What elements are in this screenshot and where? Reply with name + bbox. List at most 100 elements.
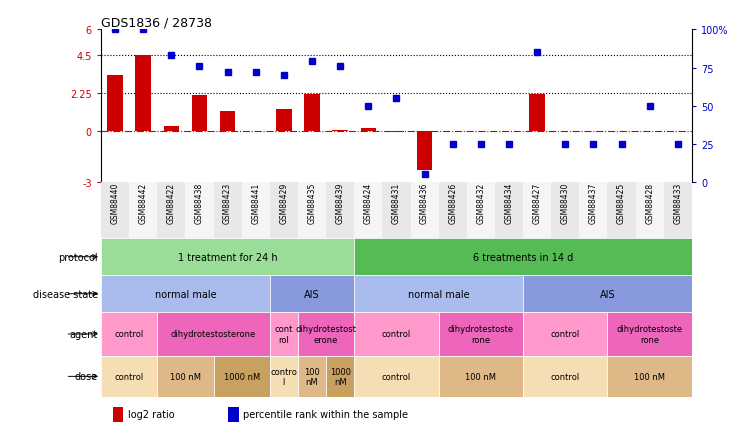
Bar [530, 95, 545, 132]
Bar [113, 407, 123, 422]
Text: GSM88435: GSM88435 [307, 182, 316, 224]
Bar [186, 182, 213, 239]
Text: GSM88432: GSM88432 [476, 182, 485, 224]
Bar [523, 356, 607, 397]
Text: GSM88441: GSM88441 [251, 182, 260, 224]
Bar [495, 182, 523, 239]
Text: GSM88430: GSM88430 [561, 182, 570, 224]
Text: GSM88434: GSM88434 [504, 182, 513, 224]
Bar [101, 239, 355, 276]
Text: contro
l: contro l [271, 367, 297, 386]
Text: GSM88433: GSM88433 [673, 182, 682, 224]
Text: AIS: AIS [600, 289, 616, 299]
Text: control: control [114, 372, 144, 381]
Bar [298, 356, 326, 397]
Bar [411, 182, 438, 239]
Bar [355, 239, 692, 276]
Bar [438, 182, 467, 239]
Bar [355, 182, 382, 239]
Bar [382, 182, 411, 239]
Bar [326, 182, 355, 239]
Bar [304, 95, 319, 132]
Text: GDS1836 / 28738: GDS1836 / 28738 [101, 16, 212, 29]
Text: control: control [381, 372, 411, 381]
Text: normal male: normal male [155, 289, 216, 299]
Bar [361, 129, 376, 132]
Bar [270, 356, 298, 397]
Text: 100 nM: 100 nM [170, 372, 201, 381]
Bar [417, 132, 432, 171]
Text: 1000
nM: 1000 nM [330, 367, 351, 386]
Text: GSM88437: GSM88437 [589, 182, 598, 224]
Text: disease state: disease state [33, 289, 98, 299]
Text: control: control [381, 330, 411, 339]
Text: control: control [551, 330, 580, 339]
Text: GSM88424: GSM88424 [364, 182, 373, 224]
Bar [129, 182, 157, 239]
Bar [220, 112, 236, 132]
Bar [298, 182, 326, 239]
Text: GSM88440: GSM88440 [111, 182, 120, 224]
Bar [270, 276, 355, 312]
Bar [101, 312, 157, 356]
Text: 1 treatment for 24 h: 1 treatment for 24 h [178, 252, 278, 262]
Text: cont
rol: cont rol [275, 325, 293, 344]
Bar [607, 312, 692, 356]
Text: GSM88438: GSM88438 [195, 182, 204, 224]
Bar [326, 356, 355, 397]
Text: GSM88427: GSM88427 [533, 182, 542, 224]
Bar [580, 182, 607, 239]
Text: GSM88442: GSM88442 [138, 182, 147, 224]
Bar [276, 110, 292, 132]
Text: log2 ratio: log2 ratio [128, 410, 174, 419]
Bar [101, 182, 129, 239]
Text: GSM88426: GSM88426 [448, 182, 457, 224]
Bar [636, 182, 663, 239]
Bar [523, 182, 551, 239]
Bar [157, 312, 270, 356]
Bar [164, 127, 179, 132]
Bar [332, 131, 348, 132]
Bar [270, 312, 298, 356]
Text: GSM88439: GSM88439 [336, 182, 345, 224]
Bar [107, 76, 123, 132]
Text: GSM88431: GSM88431 [392, 182, 401, 224]
Bar [438, 356, 523, 397]
Text: GSM88425: GSM88425 [617, 182, 626, 224]
Text: 1000 nM: 1000 nM [224, 372, 260, 381]
Text: GSM88429: GSM88429 [280, 182, 289, 224]
Bar [157, 182, 186, 239]
Text: control: control [114, 330, 144, 339]
Text: GSM88428: GSM88428 [646, 182, 654, 224]
Bar [135, 56, 151, 132]
Bar [523, 276, 692, 312]
Text: AIS: AIS [304, 289, 320, 299]
Bar [157, 356, 213, 397]
Bar [355, 356, 438, 397]
Text: normal male: normal male [408, 289, 470, 299]
Text: dihydrotestost
erone: dihydrotestost erone [295, 325, 357, 344]
Bar [663, 182, 692, 239]
Text: GSM88423: GSM88423 [223, 182, 232, 224]
Bar [298, 312, 355, 356]
Bar [467, 182, 495, 239]
Bar [213, 182, 242, 239]
Bar [101, 356, 157, 397]
Text: 100 nM: 100 nM [465, 372, 497, 381]
Bar [551, 182, 580, 239]
Text: dose: dose [75, 372, 98, 381]
Bar [270, 182, 298, 239]
Text: dihydrotestoste
rone: dihydrotestoste rone [616, 325, 683, 344]
Text: percentile rank within the sample: percentile rank within the sample [243, 410, 408, 419]
Bar [355, 276, 523, 312]
Bar [213, 356, 270, 397]
Bar [438, 312, 523, 356]
Text: 100
nM: 100 nM [304, 367, 320, 386]
Text: agent: agent [70, 329, 98, 339]
Text: 100 nM: 100 nM [634, 372, 665, 381]
Bar [101, 276, 270, 312]
Bar [355, 312, 438, 356]
Bar [228, 407, 239, 422]
Bar [607, 356, 692, 397]
Text: dihydrotestoste
rone: dihydrotestoste rone [448, 325, 514, 344]
